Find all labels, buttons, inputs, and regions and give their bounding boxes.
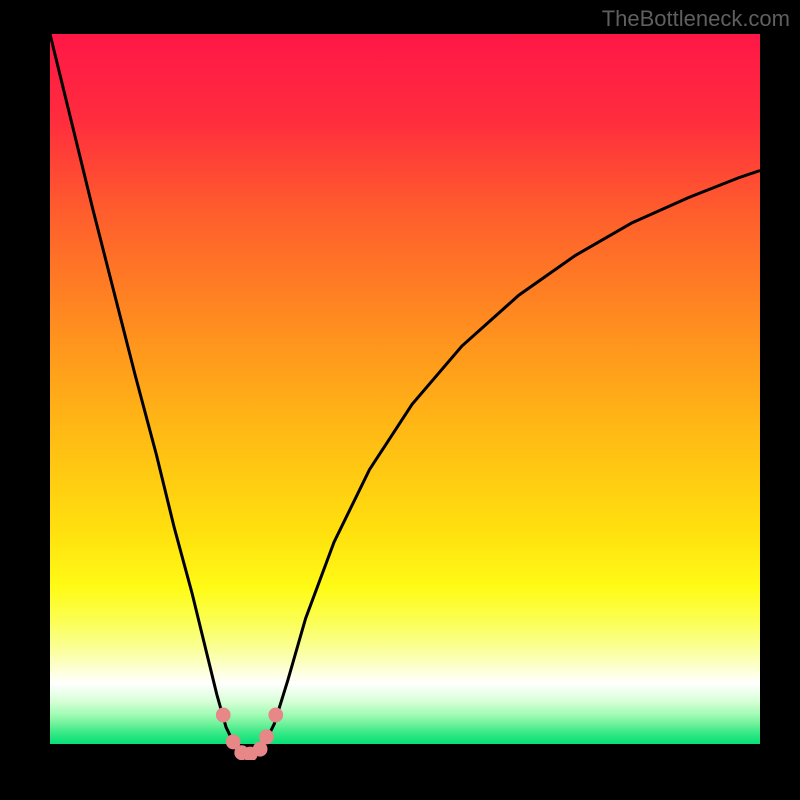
curve-markers: [216, 708, 283, 760]
bottleneck-curve: [50, 34, 760, 754]
curve-marker: [269, 708, 283, 722]
curve-marker: [260, 730, 274, 744]
plot-area: [50, 34, 760, 760]
chart-container: TheBottleneck.com: [0, 0, 800, 800]
attribution-text: TheBottleneck.com: [602, 6, 790, 32]
curve-marker: [216, 708, 230, 722]
curve-layer: [50, 34, 760, 760]
